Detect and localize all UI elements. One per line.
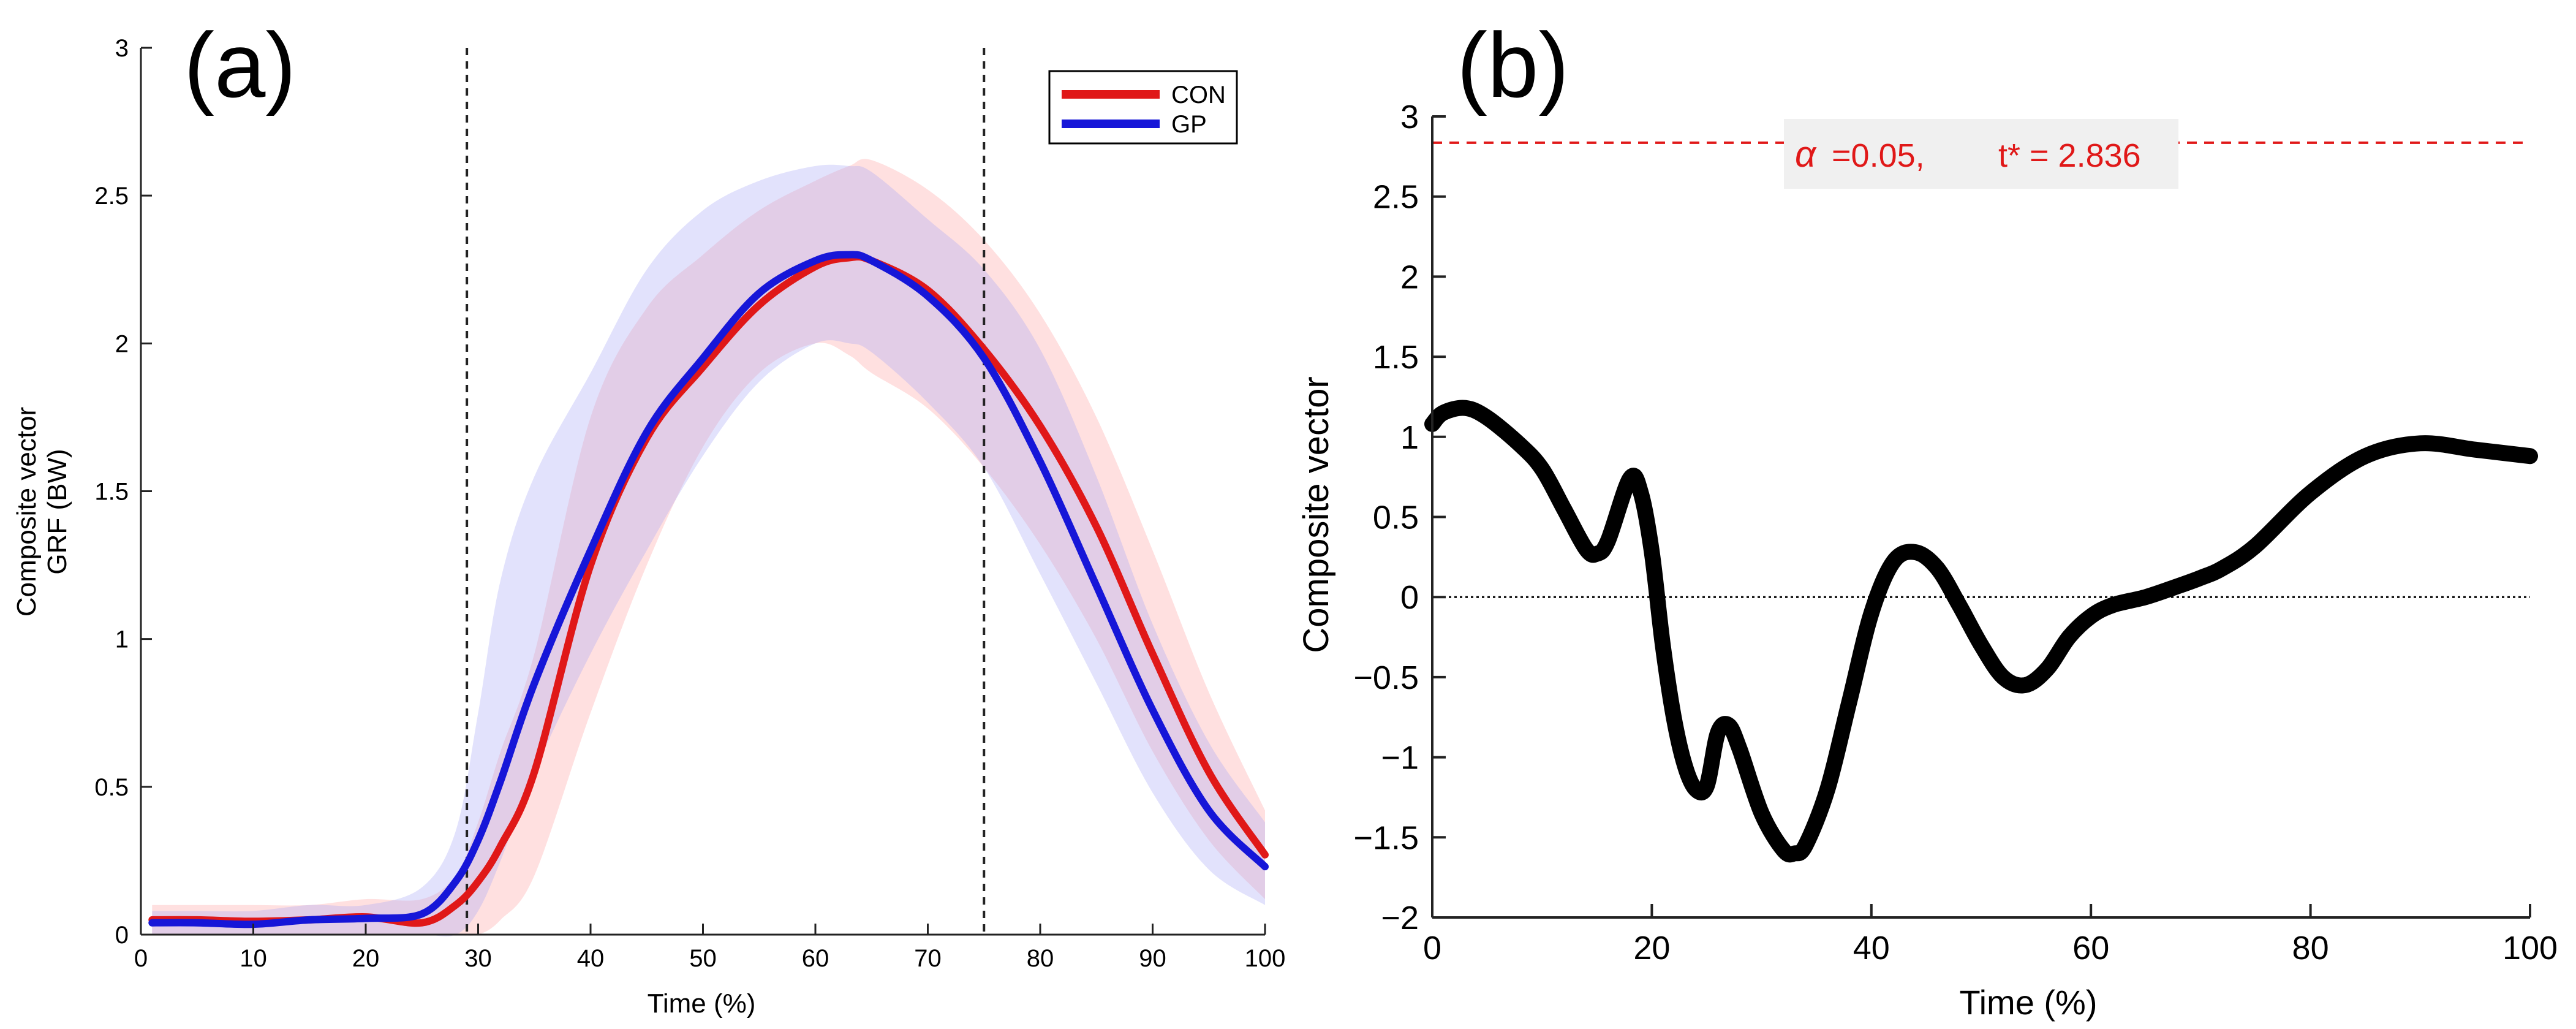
- spm-curve: [1424, 400, 2538, 863]
- panel-b-y-tick-label: 1: [1400, 419, 1419, 456]
- panel-a-x-tick-label: 50: [689, 945, 717, 972]
- panel-a-x-tick-label: 100: [1245, 945, 1286, 972]
- panel-b-y-tick-label: 2.5: [1373, 179, 1419, 216]
- panel-a-y-tick-label: 0.5: [94, 774, 129, 801]
- annotation-box: [1784, 119, 2178, 189]
- panel-b-y-tick-label: −1.5: [1353, 819, 1419, 856]
- panel-b-y-tick-label: −1: [1381, 740, 1419, 776]
- panel-b-y-tick-label: −2: [1381, 900, 1419, 936]
- panel-a-y-tick-label: 0: [115, 922, 129, 949]
- panel-b-chart: 0 20 40 60 80 100 −2 −1.5 −1 −0.5 0 0.5 1 1.5 2 2.5 3 α …: [1296, 13, 2558, 1022]
- panel-a-x-tick-label: 0: [134, 945, 148, 972]
- panel-b-y-tick-label: 0: [1400, 579, 1419, 616]
- legend-label-con: CON: [1171, 82, 1226, 108]
- alpha-value: =0.05,: [1832, 137, 1925, 174]
- panel-b-x-tick-label: 80: [2292, 930, 2329, 966]
- panel-a-x-tick-label: 80: [1027, 945, 1054, 972]
- panel-a-y-tick-label: 2: [115, 330, 129, 357]
- panel-b-x-tick-label: 40: [1853, 930, 1890, 966]
- panel-a-x-tick-label: 70: [914, 945, 942, 972]
- panel-a-y-tick-label: 1: [115, 626, 129, 653]
- panel-a-y-tick-label: 3: [115, 35, 129, 62]
- series-line-gp: [148, 251, 1269, 928]
- panel-b-y-tick-label: −0.5: [1353, 659, 1419, 696]
- panel-b-x-tick-label: 100: [2502, 930, 2558, 966]
- alpha-symbol: α: [1795, 134, 1817, 175]
- panel-b-y-tick-label: 0.5: [1373, 499, 1419, 536]
- panel-b-xlabel: Time (%): [1959, 983, 2097, 1022]
- panel-b-x-tick-label: 20: [1633, 930, 1670, 966]
- panel-a-y-tick-label: 2.5: [94, 183, 129, 210]
- panel-a-ylabel-line2: GRF (BW): [42, 449, 72, 574]
- panel-a-x-tick-label: 90: [1139, 945, 1166, 972]
- legend: CON GP: [1048, 70, 1238, 145]
- legend-box: [1048, 70, 1238, 145]
- threshold-annotation: α =0.05, t* = 2.836: [1784, 119, 2178, 189]
- panel-a-label: (a): [184, 13, 296, 116]
- panel-b-y-tick-label: 2: [1400, 259, 1419, 295]
- panel-a-x-tick-label: 10: [240, 945, 267, 972]
- panel-a-ylabel-line1: Composite vector: [12, 407, 42, 617]
- panel-b-x-tick-label: 60: [2072, 930, 2109, 966]
- panel-a-x-tick-label: 40: [577, 945, 605, 972]
- legend-label-gp: GP: [1171, 111, 1207, 138]
- t-star-value: t* = 2.836: [1998, 137, 2141, 174]
- panel-b-x-tick-label: 0: [1423, 930, 1441, 966]
- panel-b-label: (b): [1457, 13, 1569, 116]
- panel-a-x-tick-label: 60: [802, 945, 829, 972]
- panel-a-y-tick-label: 1.5: [94, 479, 129, 506]
- panel-b-ylabel: Composite vector: [1296, 376, 1336, 653]
- panel-a-xlabel: Time (%): [648, 989, 756, 1019]
- panel-a-x-tick-label: 30: [464, 945, 492, 972]
- panel-b-y-tick-label: 3: [1400, 99, 1419, 135]
- panel-a-x-tick-label: 20: [352, 945, 380, 972]
- panel-b-y-tick-label: 1.5: [1373, 339, 1419, 376]
